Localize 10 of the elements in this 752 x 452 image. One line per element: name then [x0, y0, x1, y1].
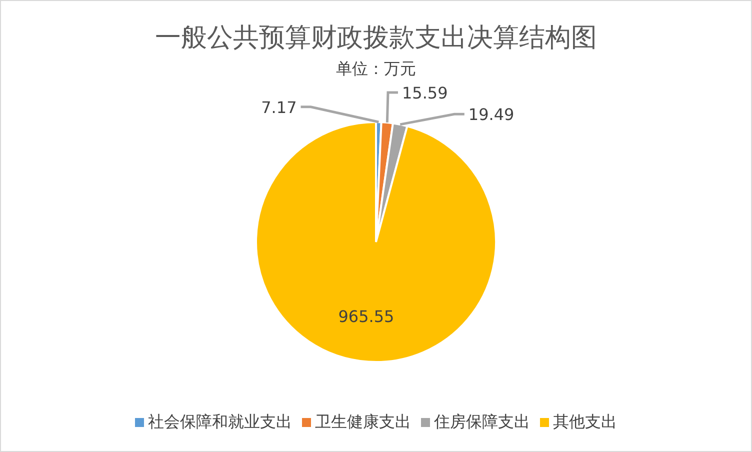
legend-label: 其他支出 [553, 412, 617, 431]
data-label: 7.17 [261, 98, 297, 117]
chart-title: 一般公共预算财政拨款支出决算结构图 [155, 23, 597, 53]
legend-label: 卫生健康支出 [315, 412, 411, 431]
legend-label: 社会保障和就业支出 [148, 412, 292, 431]
data-label: 965.55 [338, 306, 394, 326]
data-label: 15.59 [402, 83, 448, 102]
legend-label: 住房保障支出 [433, 412, 530, 431]
chart-subtitle: 单位：万元 [336, 59, 416, 78]
data-label: 19.49 [468, 105, 514, 124]
